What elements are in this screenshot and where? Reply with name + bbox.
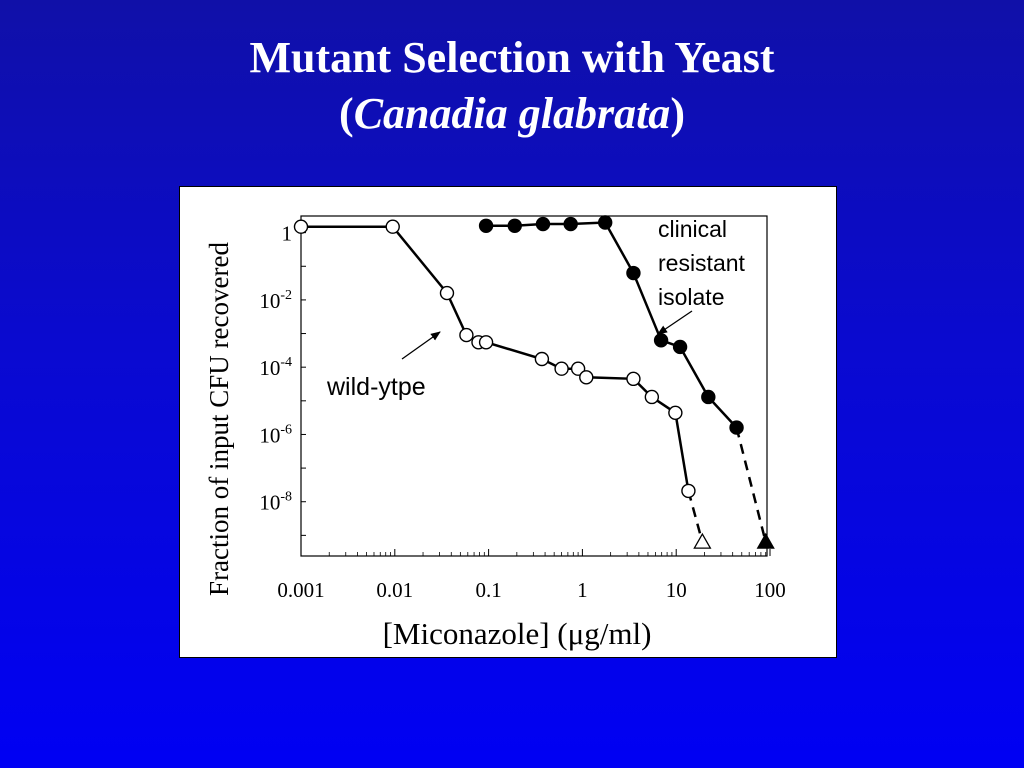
filled-circle-point: [626, 265, 641, 281]
plot-frame: [300, 215, 768, 557]
dashed-extension-line: [735, 427, 767, 543]
chart-panel: Fraction of input CFU recovered [Miconaz…: [179, 186, 837, 658]
x-axis-label-suffix: g/ml): [584, 616, 651, 651]
filled-circle-point: [701, 389, 716, 405]
clinical-label-line-1: clinical: [658, 216, 727, 242]
filled-circle-point: [563, 216, 578, 232]
x-tick-label: 0.001: [277, 578, 324, 602]
y-tick-label: 10-4: [259, 355, 292, 380]
open-circle-point: [681, 483, 696, 499]
clinical-label-line-2: resistant: [658, 250, 746, 276]
open-circle-point: [385, 219, 400, 234]
y-axis-label: Fraction of input CFU recovered: [204, 242, 234, 596]
x-axis-label-mu: μ: [568, 616, 585, 651]
open-circle-point: [570, 361, 586, 376]
y-tick-label: 10-6: [259, 422, 292, 447]
open-triangle-point: [693, 532, 712, 549]
filled-circle-point: [535, 216, 551, 232]
title-paren-close: ): [670, 89, 685, 138]
x-axis-label-prefix: [Miconazole] (: [383, 616, 568, 651]
filled-circle-point: [478, 218, 494, 233]
y-tick-label: 10-8: [259, 490, 292, 515]
x-tick-label: 0.01: [376, 578, 413, 602]
slide-title: Mutant Selection with Yeast (Canadia gla…: [0, 30, 1024, 142]
open-circle-point: [459, 327, 474, 343]
filled-circle-point: [729, 420, 744, 435]
x-tick-label: 1: [577, 578, 588, 602]
x-tick-label: 100: [754, 578, 786, 602]
title-line-1: Mutant Selection with Yeast: [249, 33, 775, 82]
open-circle-point: [626, 371, 641, 387]
title-species: Canadia glabrata: [353, 89, 671, 138]
open-circle-point: [534, 351, 550, 367]
series-line-2: [486, 221, 738, 429]
title-paren-open: (: [339, 89, 354, 138]
open-circle-point: [579, 370, 594, 385]
filled-circle-point: [507, 218, 522, 233]
open-circle-point: [554, 361, 569, 376]
chart-svg: Fraction of input CFU recovered [Miconaz…: [204, 215, 786, 651]
open-circle-point: [668, 405, 683, 421]
open-circle-point: [478, 335, 494, 350]
dashed-extension-line: [687, 490, 704, 543]
filled-triangle-point: [756, 532, 775, 549]
clinical-arrow: [657, 310, 693, 335]
x-tick-label: 10: [666, 578, 687, 602]
y-tick-label: 10-2: [259, 288, 292, 313]
y-tick-label: 1: [282, 222, 293, 246]
filled-circle-point: [597, 215, 613, 230]
wild-type-arrow: [401, 331, 441, 360]
wild-type-label: wild-ytpe: [326, 373, 426, 401]
clinical-label-line-3: isolate: [658, 284, 724, 310]
open-circle-point: [293, 219, 309, 234]
x-axis-label: [Miconazole] (μg/ml): [383, 616, 652, 651]
x-tick-label: 0.1: [475, 578, 501, 602]
open-circle-point: [644, 389, 660, 405]
filled-circle-point: [672, 339, 688, 355]
filled-circle-point: [653, 333, 669, 348]
title-line-2: (Canadia glabrata): [0, 86, 1024, 142]
open-circle-point: [439, 285, 455, 301]
